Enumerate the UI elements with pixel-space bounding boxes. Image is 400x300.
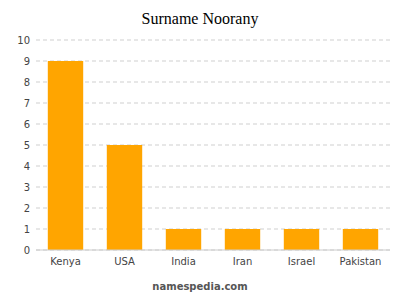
grid-line [36, 82, 390, 83]
bar [107, 145, 142, 250]
grid-line [36, 40, 390, 41]
bar [225, 229, 260, 250]
y-tick-label: 4 [24, 161, 30, 172]
y-tick-label: 10 [17, 35, 30, 46]
y-tick-label: 6 [24, 119, 30, 130]
x-tick-label: Israel [288, 256, 315, 267]
y-tick-label: 3 [24, 182, 30, 193]
bar [284, 229, 319, 250]
y-tick-label: 2 [24, 203, 30, 214]
x-axis [36, 250, 390, 251]
y-tick-label: 7 [24, 98, 30, 109]
x-tick-label: Pakistan [340, 256, 382, 267]
y-tick-label: 5 [24, 140, 30, 151]
y-tick-label: 0 [24, 245, 30, 256]
grid-line [36, 124, 390, 125]
y-tick-label: 8 [24, 77, 30, 88]
footer: namespedia.com [152, 281, 247, 292]
y-tick-label: 1 [24, 224, 30, 235]
grid-line [36, 250, 390, 251]
grid-line [36, 61, 390, 62]
grid-line [36, 187, 390, 188]
x-tick-label: Iran [233, 256, 253, 267]
grid-line [36, 229, 390, 230]
bar [343, 229, 378, 250]
x-tick-label: USA [114, 256, 135, 267]
chart: Surname Noorany 0 1 2 3 4 5 6 7 8 9 10 Kenya USA India… [0, 0, 400, 300]
x-tick-label: India [171, 256, 196, 267]
grid-line [36, 145, 390, 146]
grid-line [36, 208, 390, 209]
grid-line [36, 103, 390, 104]
title: Surname Noorany [142, 10, 259, 28]
grid-line [36, 166, 390, 167]
y-tick-label: 9 [24, 56, 30, 67]
bar [48, 61, 83, 250]
bar [166, 229, 201, 250]
x-tick-label: Kenya [50, 256, 81, 267]
